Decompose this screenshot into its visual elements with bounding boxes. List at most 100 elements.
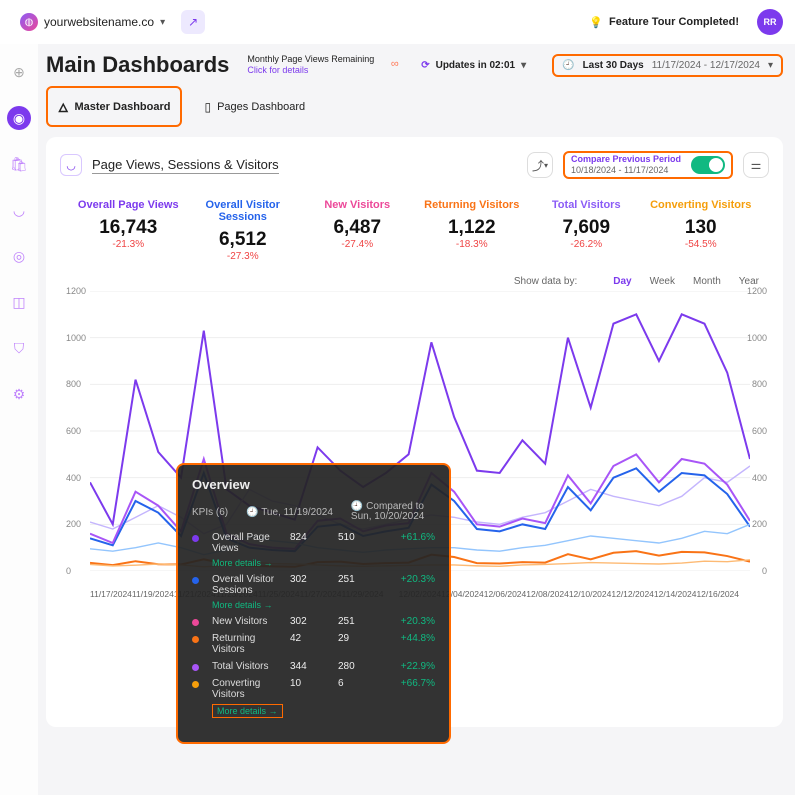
export-button[interactable]: ⤴▾	[527, 152, 553, 178]
show-data-by: Show data by: DayWeekMonthYear	[70, 276, 759, 287]
kpi-card[interactable]: Overall Visitor Sessions 6,512 -27.3%	[189, 199, 298, 262]
chart-tooltip: Overview KPIs (6) 🕘 Tue, 11/19/2024 🕘 Co…	[176, 463, 451, 744]
compare-toggle[interactable]	[691, 156, 725, 174]
series-dot-icon	[192, 619, 199, 626]
page-header: Main Dashboards Monthly Page Views Remai…	[46, 52, 783, 78]
kpi-label: Total Visitors	[532, 199, 641, 211]
nav-icon-home[interactable]: ⊕	[7, 60, 31, 84]
show-by-option[interactable]: Week	[650, 276, 675, 287]
site-name: yourwebsitename.co	[44, 15, 154, 29]
kpi-value: 16,743	[74, 217, 183, 239]
tooltip-current-value: 824	[290, 532, 330, 543]
x-tick: 12/10/2024	[569, 589, 612, 599]
kpi-card[interactable]: Total Visitors 7,609 -26.2%	[532, 199, 641, 262]
tooltip-kpi-count: KPIs (6)	[192, 507, 228, 518]
feature-tour-pill[interactable]: 💡 Feature Tour Completed!	[579, 10, 749, 35]
tooltip-current-value: 302	[290, 616, 330, 627]
click-for-details-link[interactable]: Click for details	[247, 65, 308, 75]
panel-title: Page Views, Sessions & Visitors	[92, 157, 279, 174]
series-dot-icon	[192, 681, 199, 688]
external-link-icon: ↗	[188, 15, 198, 29]
tab-pages-dashboard[interactable]: ▯ Pages Dashboard	[194, 86, 315, 127]
nav-icon-dashboard[interactable]: ◉	[7, 106, 31, 130]
y-tick: 600	[752, 426, 767, 436]
y-tick: 1000	[747, 333, 767, 343]
updates-text: Updates in 02:01	[436, 60, 515, 71]
show-by-option[interactable]: Day	[613, 276, 631, 287]
tab-master-dashboard[interactable]: 🜂 Master Dashboard	[46, 86, 182, 127]
tooltip-current-value: 344	[290, 661, 330, 672]
kpi-value: 6,512	[189, 229, 298, 251]
more-details-link[interactable]: More details →	[212, 600, 435, 610]
date-range-selector[interactable]: 🕘 Last 30 Days 11/17/2024 - 12/17/2024 ▾	[552, 54, 783, 77]
chevron-down-icon: ▾	[544, 161, 548, 170]
series-dot-icon	[192, 577, 199, 584]
tooltip-prev-value: 251	[338, 574, 378, 585]
tooltip-prev-value: 29	[338, 633, 378, 644]
kpi-card[interactable]: New Visitors 6,487 -27.4%	[303, 199, 412, 262]
y-tick: 800	[66, 379, 81, 389]
kpi-change: -27.4%	[303, 239, 412, 250]
kpi-change: -27.3%	[189, 251, 298, 262]
y-tick: 600	[66, 426, 81, 436]
nav-icon-shop[interactable]: 🛍	[7, 152, 31, 176]
series-dot-icon	[192, 535, 199, 542]
kpi-card[interactable]: Converting Visitors 130 -54.5%	[647, 199, 756, 262]
more-details-link[interactable]: More details →	[212, 558, 435, 568]
gauge-icon: 🜂	[58, 94, 69, 119]
kpi-label: Converting Visitors	[647, 199, 756, 211]
x-tick: 12/12/2024	[611, 589, 654, 599]
y-tick: 1000	[66, 333, 86, 343]
filter-button[interactable]: ⚌	[743, 152, 769, 178]
remaining-block: Monthly Page Views Remaining Click for d…	[247, 54, 374, 76]
series-dot-icon	[192, 636, 199, 643]
site-selector[interactable]: ◍ yourwebsitename.co ▾	[12, 9, 173, 35]
tooltip-kpi-name: Converting Visitors	[212, 678, 282, 700]
kpi-value: 6,487	[303, 217, 412, 239]
side-nav: ⊕ ◉ 🛍 ◡ ◎ ◫ ⛉ ⚙	[0, 44, 38, 795]
kpi-change: -26.2%	[532, 239, 641, 250]
tooltip-current-value: 42	[290, 633, 330, 644]
avatar[interactable]: RR	[757, 9, 783, 35]
x-tick: 12/08/2024	[526, 589, 569, 599]
tab-label: Pages Dashboard	[217, 101, 305, 113]
show-by-label: Show data by:	[514, 276, 577, 287]
nav-icon-settings[interactable]: ⚙	[7, 382, 31, 406]
y-tick: 0	[66, 566, 71, 576]
kpi-row: Overall Page Views 16,743 -21.3%Overall …	[60, 193, 769, 274]
nav-icon-target[interactable]: ◎	[7, 244, 31, 268]
tooltip-kpi-name: New Visitors	[212, 616, 282, 627]
updates-pill[interactable]: ⟳ Updates in 02:01 ▾	[413, 54, 534, 77]
x-tick: 11/19/2024	[132, 589, 174, 599]
series-dot-icon	[192, 664, 199, 671]
x-tick: 12/14/2024	[654, 589, 697, 599]
more-details-link[interactable]: More details →	[212, 704, 283, 718]
nav-icon-activity[interactable]: ◡	[7, 198, 31, 222]
nav-icon-chat[interactable]: ◫	[7, 290, 31, 314]
compare-dates: 10/18/2024 - 11/17/2024	[571, 165, 681, 176]
x-tick: 11/17/2024	[90, 589, 132, 599]
tooltip-kpi-name: Total Visitors	[212, 661, 282, 672]
tooltip-date-current: Tue, 11/19/2024	[261, 507, 333, 518]
tooltip-row: Total Visitors 344 280 +22.9%	[192, 661, 435, 672]
kpi-value: 1,122	[418, 217, 527, 239]
tooltip-prev-value: 251	[338, 616, 378, 627]
pages-icon: ▯	[204, 100, 211, 114]
chevron-down-icon: ▾	[160, 17, 165, 28]
y-tick: 0	[762, 566, 767, 576]
nav-icon-shield[interactable]: ⛉	[7, 336, 31, 360]
kpi-card[interactable]: Returning Visitors 1,122 -18.3%	[418, 199, 527, 262]
panel-page-views: ◡ Page Views, Sessions & Visitors ⤴▾ Com…	[46, 137, 783, 727]
show-by-option[interactable]: Month	[693, 276, 721, 287]
tooltip-pct-change: +22.9%	[386, 661, 435, 672]
avatar-initials: RR	[764, 17, 777, 27]
tour-label: Feature Tour Completed!	[609, 16, 739, 28]
globe-icon: ◍	[20, 13, 38, 31]
tooltip-current-value: 10	[290, 678, 330, 689]
x-tick: 12/06/2024	[484, 589, 527, 599]
kpi-card[interactable]: Overall Page Views 16,743 -21.3%	[74, 199, 183, 262]
open-external-button[interactable]: ↗	[181, 10, 205, 34]
y-tick: 400	[66, 473, 81, 483]
tooltip-pct-change: +66.7%	[386, 678, 435, 689]
panel-icon: ◡	[60, 154, 82, 176]
